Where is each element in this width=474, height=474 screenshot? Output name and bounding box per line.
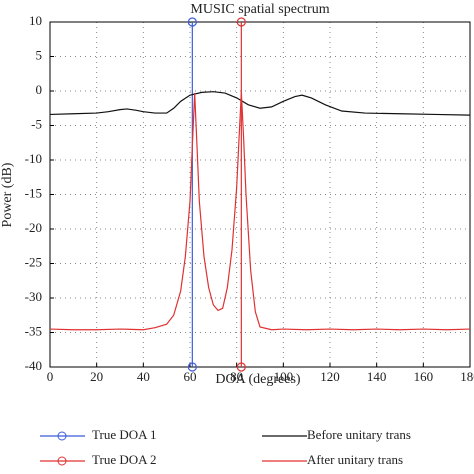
legend-label: After unitary trans [307, 452, 403, 467]
x-tick-label: 100 [274, 369, 294, 384]
y-tick-label: -40 [25, 358, 42, 373]
stem-marker [187, 17, 197, 27]
y-tick-label: -15 [25, 185, 42, 200]
y-tick-label: -30 [25, 289, 42, 304]
x-tick-label: 20 [90, 369, 103, 384]
y-tick-label: -5 [31, 116, 42, 131]
stem-marker [187, 362, 197, 372]
x-tick-label: 140 [367, 369, 387, 384]
x-tick-label: 160 [414, 369, 434, 384]
x-tick-label: 80 [230, 369, 243, 384]
legend-label: True DOA 2 [92, 452, 157, 467]
y-tick-label: -20 [25, 220, 42, 235]
x-tick-label: 60 [184, 369, 197, 384]
y-tick-label: -10 [25, 151, 42, 166]
y-tick-label: 10 [29, 13, 42, 28]
series-line [49, 91, 471, 116]
stem-marker [236, 17, 246, 27]
legend-marker [57, 431, 67, 441]
y-tick-label: -35 [25, 323, 42, 338]
series-line [49, 92, 471, 331]
y-tick-label: 5 [36, 47, 43, 62]
chart-title: MUSIC spatial spectrum [190, 2, 329, 17]
y-tick-label: 0 [36, 82, 43, 97]
x-tick-label: 40 [137, 369, 150, 384]
plot-frame [49, 21, 471, 368]
y-tick-label: -25 [25, 254, 42, 269]
x-axis-label: DOA (degrees) [215, 372, 300, 387]
x-tick-label: 180 [460, 369, 474, 384]
stem-marker [236, 362, 246, 372]
legend-marker [57, 456, 67, 466]
y-axis-label: Power (dB) [0, 162, 15, 227]
legend-label: True DOA 1 [92, 427, 157, 442]
x-tick-label: 0 [47, 369, 54, 384]
legend-label: Before unitary trans [307, 427, 411, 442]
x-tick-label: 120 [320, 369, 340, 384]
